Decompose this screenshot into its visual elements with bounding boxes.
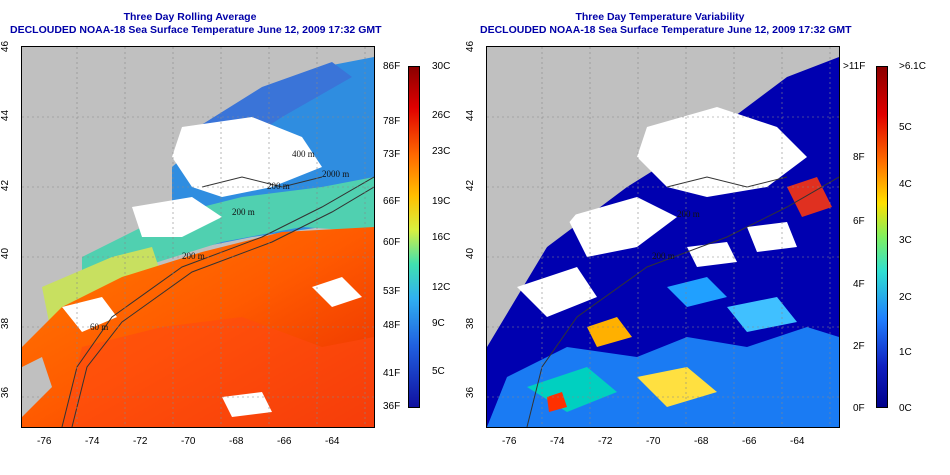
- left-cbar-c-23: 23C: [432, 146, 451, 157]
- contour-label-200m-b: 200 m: [267, 181, 290, 191]
- contour-label-400m: 400 m: [292, 149, 315, 159]
- left-lat-42: 42: [0, 179, 12, 192]
- left-cbar-f-86: 86F: [383, 61, 401, 72]
- left-cbar-f-36: 36F: [383, 401, 401, 412]
- left-lat-40: 40: [0, 247, 12, 260]
- right-cbar-c-4: 4C: [899, 179, 912, 190]
- left-cbar-f-53: 53F: [383, 286, 401, 297]
- right-cbar-c-5: 5C: [899, 122, 912, 133]
- left-cbar-f-41: 41F: [383, 368, 401, 379]
- right-title: Three Day Temperature Variability: [575, 11, 745, 23]
- left-cbar-f-73: 73F: [383, 149, 401, 160]
- left-lon-68: -68: [229, 436, 244, 447]
- left-title: Three Day Rolling Average: [123, 11, 257, 23]
- right-cbar-f-2: 2F: [853, 341, 865, 352]
- left-cbar-f-66: 66F: [383, 196, 401, 207]
- right-lon-74: -74: [550, 436, 565, 447]
- right-cbar-c-1: 1C: [899, 347, 912, 358]
- contour-label-200m-c: 200 m: [232, 207, 255, 217]
- right-contour-label-200m-b: 200 m: [677, 209, 700, 219]
- contour-label-60m: 60 m: [90, 322, 108, 332]
- right-cbar-f-6: 6F: [853, 216, 865, 227]
- right-cbar-f-4: 4F: [853, 279, 865, 290]
- left-cbar-f-78: 78F: [383, 116, 401, 127]
- left-cbar-c-5: 5C: [432, 366, 445, 377]
- right-map: 200 m 200 m: [486, 46, 840, 428]
- right-cbar-c-0: 0C: [899, 403, 912, 414]
- left-lon-64: -64: [325, 436, 340, 447]
- right-lon-64: -64: [790, 436, 805, 447]
- left-cbar-f-60: 60F: [383, 237, 401, 248]
- left-lat-38: 38: [0, 317, 12, 330]
- left-cbar-c-16: 16C: [432, 232, 451, 243]
- right-cbar-c-6.1: >6.1C: [899, 61, 926, 72]
- left-lat-36: 36: [0, 386, 12, 399]
- right-lon-72: -72: [598, 436, 613, 447]
- left-cbar-c-30: 30C: [432, 61, 451, 72]
- contour-label-200m-a: 200 m: [182, 251, 205, 261]
- right-lat-36: 36: [465, 386, 477, 399]
- right-cbar-c-2: 2C: [899, 292, 912, 303]
- right-lon-70: -70: [646, 436, 661, 447]
- right-lat-42: 42: [465, 179, 477, 192]
- left-subtitle: DECLOUDED NOAA-18 Sea Surface Temperatur…: [10, 24, 382, 36]
- contour-label-2000m: 2000 m: [322, 169, 349, 179]
- right-lat-46: 46: [465, 40, 477, 53]
- right-lon-66: -66: [742, 436, 757, 447]
- left-lat-46: 46: [0, 40, 12, 53]
- right-lat-40: 40: [465, 247, 477, 260]
- left-colorbar: [408, 66, 420, 408]
- right-cbar-f-0: 0F: [853, 403, 865, 414]
- right-lon-76: -76: [502, 436, 517, 447]
- right-lat-44: 44: [465, 109, 477, 122]
- left-lon-70: -70: [181, 436, 196, 447]
- left-lon-66: -66: [277, 436, 292, 447]
- right-lat-38: 38: [465, 317, 477, 330]
- left-lon-74: -74: [85, 436, 100, 447]
- right-subtitle: DECLOUDED NOAA-18 Sea Surface Temperatur…: [480, 24, 852, 36]
- left-map: 200 m 200 m 2000 m 400 m 200 m 60 m: [21, 46, 375, 428]
- right-lon-68: -68: [694, 436, 709, 447]
- left-cbar-c-19: 19C: [432, 196, 451, 207]
- left-lon-72: -72: [133, 436, 148, 447]
- left-cbar-f-48: 48F: [383, 320, 401, 331]
- right-cbar-f-8: 8F: [853, 152, 865, 163]
- right-cbar-c-3: 3C: [899, 235, 912, 246]
- left-cbar-c-9: 9C: [432, 318, 445, 329]
- left-cbar-c-26: 26C: [432, 110, 451, 121]
- right-contour-label-200m-a: 200 m: [652, 251, 675, 261]
- right-colorbar: [876, 66, 888, 408]
- left-lat-44: 44: [0, 109, 12, 122]
- right-cbar-f-11: >11F: [843, 61, 866, 72]
- left-lon-76: -76: [37, 436, 52, 447]
- left-cbar-c-12: 12C: [432, 282, 451, 293]
